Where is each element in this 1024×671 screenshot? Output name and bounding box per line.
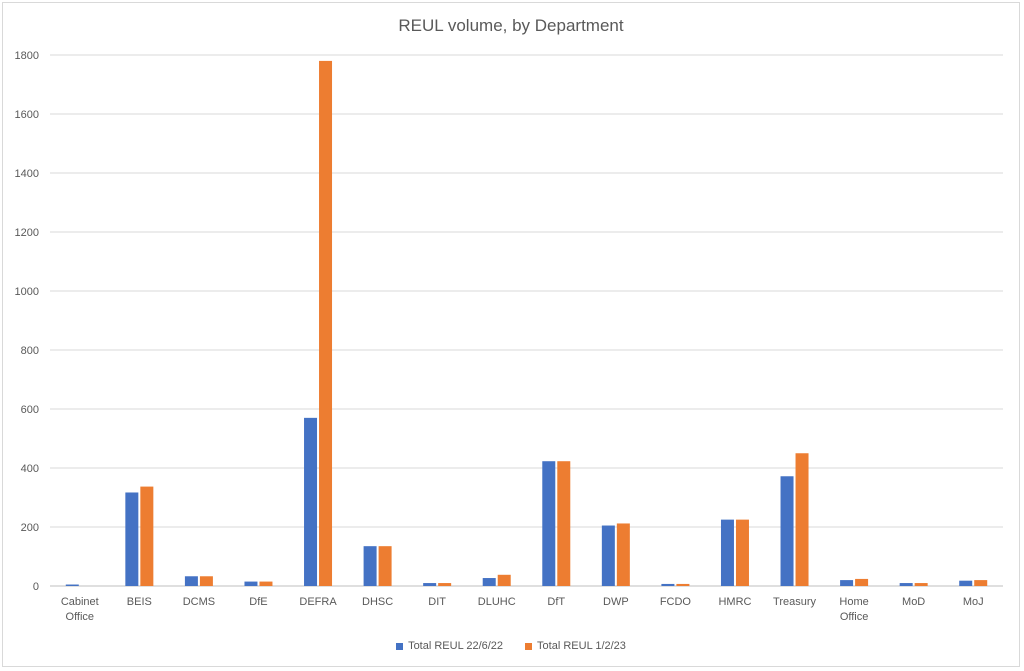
x-tick-label: HMRC <box>718 596 751 608</box>
x-tick-label-line: Cabinet <box>61 596 99 608</box>
bar-series-2 <box>319 60 333 586</box>
legend-label-series-1: Total REUL 22/6/22 <box>408 640 504 652</box>
bar-series-2 <box>795 453 809 586</box>
x-tick-label-line: DLUHC <box>478 596 516 608</box>
bar-series-2 <box>259 581 273 586</box>
y-tick-label: 400 <box>21 463 39 475</box>
legend: Total REUL 22/6/22 Total REUL 1/2/23 <box>0 640 1022 652</box>
bar-series-2 <box>378 546 392 586</box>
bar-series-2 <box>140 486 154 586</box>
bar-series-1 <box>65 584 79 586</box>
x-tick-label: DWP <box>603 596 629 608</box>
x-tick-label-line: DfT <box>547 596 565 608</box>
bar-series-1 <box>720 519 734 586</box>
bar-series-2 <box>557 461 571 586</box>
bar-series-1 <box>542 461 556 586</box>
x-tick-label-line: DWP <box>603 596 629 608</box>
legend-label-series-2: Total REUL 1/2/23 <box>537 640 626 652</box>
y-tick-label: 1600 <box>15 109 39 121</box>
bar-series-2 <box>497 574 511 586</box>
bar-series-1 <box>304 417 318 586</box>
x-tick-label-line: DIT <box>428 596 446 608</box>
x-tick-label: Cabinet Office <box>61 596 99 623</box>
x-tick-label: DfE <box>249 596 267 608</box>
bar-series-1 <box>184 576 198 586</box>
x-tick-label-line: Office <box>840 611 869 623</box>
y-tick-label: 600 <box>21 404 39 416</box>
x-tick-label-line: FCDO <box>660 596 692 608</box>
x-tick-label-line: Treasury <box>773 596 816 608</box>
x-tick-label-line: DfE <box>249 596 267 608</box>
x-axis-ticks: Cabinet Office BEIS DCMS DfE DEFRA DHSC DIT DLUH… <box>61 596 984 623</box>
x-tick-label: DEFRA <box>299 596 337 608</box>
bar-series-1 <box>125 492 139 586</box>
x-tick-label-line: Office <box>66 611 95 623</box>
y-tick-label: 800 <box>21 345 39 357</box>
bar-series-1 <box>363 546 377 586</box>
y-axis-ticks: 0 200 400 600 800 1000 1200 1400 1600 1800 <box>15 50 39 593</box>
x-tick-label-line: HMRC <box>718 596 751 608</box>
bar-series-1 <box>601 525 615 586</box>
x-tick-label: Home Office <box>839 596 868 623</box>
bar-series-1 <box>661 583 675 586</box>
x-tick-label-line: Home <box>839 596 868 608</box>
bar-series-2 <box>735 519 749 586</box>
x-tick-label: DIT <box>428 596 446 608</box>
x-tick-label: MoJ <box>963 596 984 608</box>
y-tick-label: 1000 <box>15 286 39 298</box>
legend-item-series-2: Total REUL 1/2/23 <box>525 640 626 652</box>
y-tick-label: 200 <box>21 522 39 534</box>
legend-swatch-series-1 <box>396 642 404 650</box>
bar-series-1 <box>423 583 437 586</box>
bar-series-1 <box>244 581 258 586</box>
bar-series-2 <box>616 523 630 586</box>
bar-series-1 <box>780 476 794 586</box>
x-tick-label-line: BEIS <box>127 596 152 608</box>
bar-series-2 <box>855 578 869 586</box>
y-tick-label: 0 <box>33 581 39 593</box>
bar-series-1 <box>899 583 913 586</box>
x-tick-label: DLUHC <box>478 596 516 608</box>
legend-item-series-1: Total REUL 22/6/22 <box>396 640 503 652</box>
chart-title: REUL volume, by Department <box>398 16 624 35</box>
x-tick-label: DHSC <box>362 596 393 608</box>
bar-series-2 <box>438 583 452 586</box>
gridlines <box>50 54 1003 587</box>
x-tick-label-line: DHSC <box>362 596 393 608</box>
x-tick-label: DfT <box>547 596 565 608</box>
bar-series-2 <box>676 583 690 586</box>
y-tick-label: 1400 <box>15 168 39 180</box>
x-tick-label: Treasury <box>773 596 816 608</box>
x-tick-label: BEIS <box>127 596 152 608</box>
bar-series-2 <box>974 580 988 586</box>
y-tick-label: 1200 <box>15 227 39 239</box>
legend-swatch-series-2 <box>525 642 533 650</box>
bar-series-1 <box>840 580 854 586</box>
x-tick-label: MoD <box>902 596 925 608</box>
bar-series-1 <box>482 578 496 586</box>
x-tick-label: DCMS <box>183 596 215 608</box>
x-tick-label-line: MoD <box>902 596 925 608</box>
bar-series-2 <box>914 583 928 586</box>
x-tick-label: FCDO <box>660 596 692 608</box>
x-tick-label-line: DCMS <box>183 596 215 608</box>
x-tick-label-line: MoJ <box>963 596 984 608</box>
x-tick-label-line: DEFRA <box>299 596 337 608</box>
bar-series-1 <box>959 580 973 586</box>
bars <box>65 60 988 586</box>
y-tick-label: 1800 <box>15 50 39 62</box>
bar-series-2 <box>199 576 213 586</box>
